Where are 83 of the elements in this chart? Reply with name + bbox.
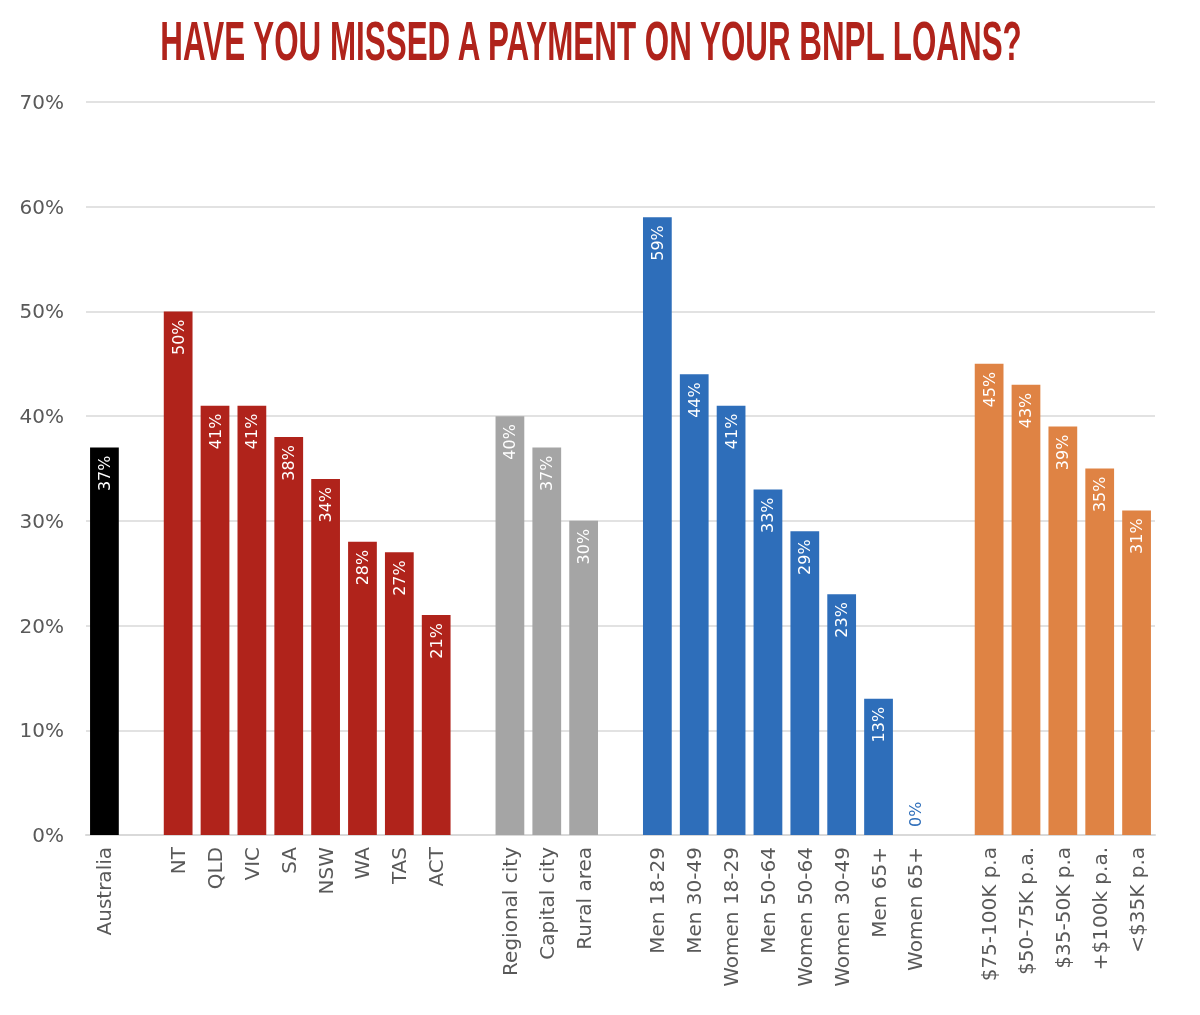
data-label: 28% [352, 549, 372, 586]
y-tick-label: 60% [19, 194, 64, 219]
bar [495, 416, 525, 835]
x-tick-label: $50-75K p.a. [1013, 847, 1038, 975]
bar [1085, 468, 1115, 835]
bar [532, 447, 562, 835]
bar [1122, 510, 1151, 835]
bar [790, 531, 820, 835]
x-tick-label: Capital city [534, 846, 559, 960]
data-label: 37% [537, 455, 557, 492]
x-tick-label: $35-50K p.a [1050, 847, 1075, 969]
bar [569, 520, 599, 835]
data-label: 23% [832, 602, 852, 638]
bar [200, 405, 230, 835]
bar [716, 405, 746, 835]
y-tick-label: 70% [19, 90, 64, 114]
data-label: 35% [1090, 476, 1110, 513]
x-tick-label: Women 30-49 [829, 847, 854, 987]
bar [753, 489, 783, 835]
bar [974, 363, 1004, 835]
data-label: 34% [316, 486, 336, 523]
x-tick-label: WA [350, 846, 375, 880]
y-tick-label: 0% [32, 823, 64, 847]
data-label: 59% [647, 225, 667, 261]
data-label: 38% [279, 445, 299, 481]
x-tick-label: Women 50-64 [792, 847, 817, 987]
data-label: 39% [1053, 434, 1073, 471]
data-label: 44% [684, 382, 704, 418]
bar [864, 698, 893, 835]
bar [163, 311, 193, 835]
data-label: 41% [721, 413, 741, 450]
y-tick-label: 50% [19, 299, 64, 324]
x-tick-label: Women 18-29 [719, 847, 744, 987]
bar [90, 447, 119, 835]
data-label: 41% [205, 413, 225, 450]
bar [384, 552, 414, 835]
chart-title: HAVE YOU MISSED A PAYMENT ON YOUR BNPL LOANS? [160, 8, 1022, 74]
x-tick-label: Men 30-49 [682, 847, 707, 954]
data-label: 41% [242, 413, 262, 450]
bar [827, 594, 857, 835]
bar [1048, 426, 1078, 835]
data-label: 40% [500, 424, 520, 460]
data-label: 33% [758, 497, 778, 534]
data-label: 31% [1127, 518, 1147, 554]
x-tick-label: $75-100K p.a [977, 847, 1002, 982]
x-tick-label: VIC [239, 847, 264, 881]
x-tick-label: Australia [92, 847, 117, 936]
data-label: 0% [905, 801, 925, 827]
x-tick-label: TAS [387, 847, 412, 886]
y-tick-label: 20% [19, 613, 64, 638]
x-tick-label: NT [166, 846, 191, 875]
data-label: 13% [869, 706, 889, 743]
y-tick-label: 30% [19, 508, 64, 533]
data-label: 37% [94, 455, 114, 492]
data-label: 50% [168, 319, 188, 355]
x-tick-label: Regional city [497, 846, 522, 976]
data-label: 43% [1016, 392, 1036, 429]
bar [348, 541, 377, 835]
data-label: 21% [426, 623, 446, 659]
bar [421, 615, 451, 835]
x-tick-label: +$100k p.a. [1087, 847, 1112, 971]
data-label: 27% [389, 560, 409, 596]
data-label: 45% [979, 371, 999, 408]
x-tick-label: Men 65+ [866, 847, 891, 938]
x-tick-label: Men 50-64 [755, 847, 780, 954]
x-tick-label: Women 65+ [903, 847, 928, 971]
bar [1011, 384, 1041, 835]
x-tick-label: <$35K p.a [1124, 847, 1149, 953]
x-tick-label: SA [276, 846, 301, 874]
x-tick-label: ACT [424, 846, 449, 887]
bar [311, 478, 340, 835]
y-tick-label: 40% [19, 404, 64, 429]
x-tick-label: QLD [203, 847, 228, 890]
bar [679, 374, 709, 835]
bar [642, 217, 672, 835]
data-label: 30% [574, 528, 594, 565]
bar [237, 405, 267, 835]
x-tick-label: NSW [313, 846, 338, 895]
bar [274, 437, 304, 835]
x-tick-label: Rural area [571, 847, 596, 950]
x-tick-label: Men 18-29 [645, 847, 670, 954]
data-label: 29% [795, 539, 815, 575]
y-tick-label: 10% [19, 718, 64, 743]
